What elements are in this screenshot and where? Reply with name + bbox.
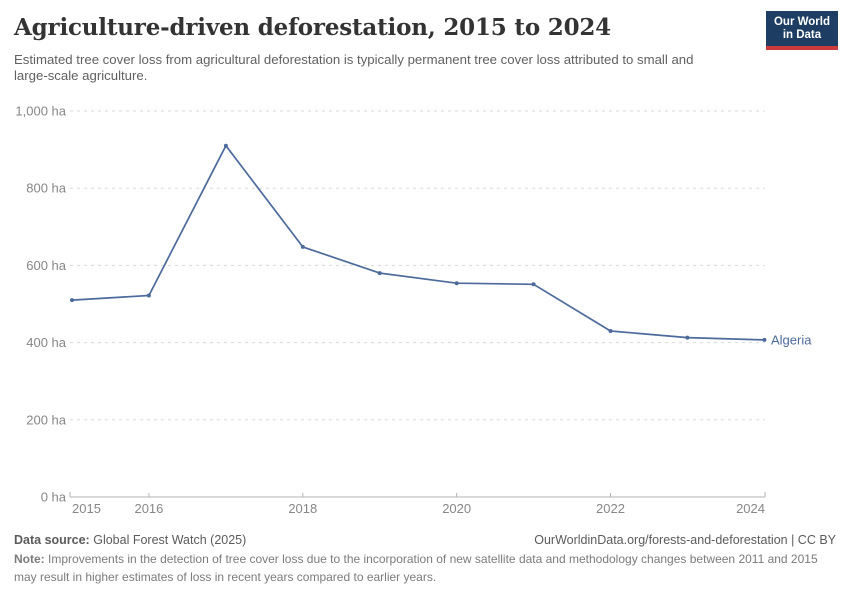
data-point [608,329,613,333]
footer-note: Note: Improvements in the detection of t… [14,551,837,586]
x-tick-label: 2016 [134,501,163,516]
owid-logo-line1: Our World [773,16,830,28]
y-tick-label: 600 ha [26,258,67,273]
citation: OurWorldinData.org/forests-and-deforesta… [534,533,836,547]
x-axis: 2015 2016 2018 2020 2022 2024 [69,492,766,516]
owid-logo: Our World in Data [765,11,838,50]
y-tick-label: 200 ha [26,412,67,427]
y-gridlines [70,110,765,421]
y-tick-label: 0 ha [41,490,67,505]
note-label: Note: [14,552,45,566]
x-tick-label: 2022 [596,501,625,516]
owid-logo-line2: in Data [782,29,822,41]
series-end-label: Algeria [771,332,812,347]
footer-source-row: Data source: Global Forest Watch (2025) … [14,533,836,547]
series-line-algeria [71,144,766,341]
x-tick-label: 2015 [72,501,101,516]
data-source-label: Data source: [14,533,90,547]
data-point [762,337,767,342]
data-point [223,143,228,148]
line-chart: 0 ha 200 ha 400 ha 600 ha 800 ha 1,000 ha 2015… [15,104,812,517]
data-source: Data source: Global Forest Watch (2025) [14,533,246,547]
y-tick-label: 800 ha [26,181,67,196]
data-point [531,282,536,287]
chart-subtitle: Estimated tree cover loss from agricultu… [14,52,694,83]
note-text: Improvements in the detection of tree co… [14,552,818,584]
data-source-value: Global Forest Watch (2025) [93,533,247,547]
x-tick-label: 2018 [288,501,317,516]
data-point [300,244,305,249]
series-markers-algeria [70,143,767,342]
y-tick-label: 1,000 ha [15,104,66,119]
y-tick-label: 400 ha [26,335,67,350]
data-point [146,293,151,298]
data-point [454,281,459,286]
data-point [685,335,690,340]
page-title: Agriculture-driven deforestation, 2015 t… [14,14,611,41]
data-point [70,298,74,303]
x-tick-label: 2020 [442,501,471,516]
y-axis-labels: 0 ha 200 ha 400 ha 600 ha 800 ha 1,000 ha [15,104,66,505]
data-point [377,271,382,276]
x-tick-label: 2024 [736,501,765,516]
